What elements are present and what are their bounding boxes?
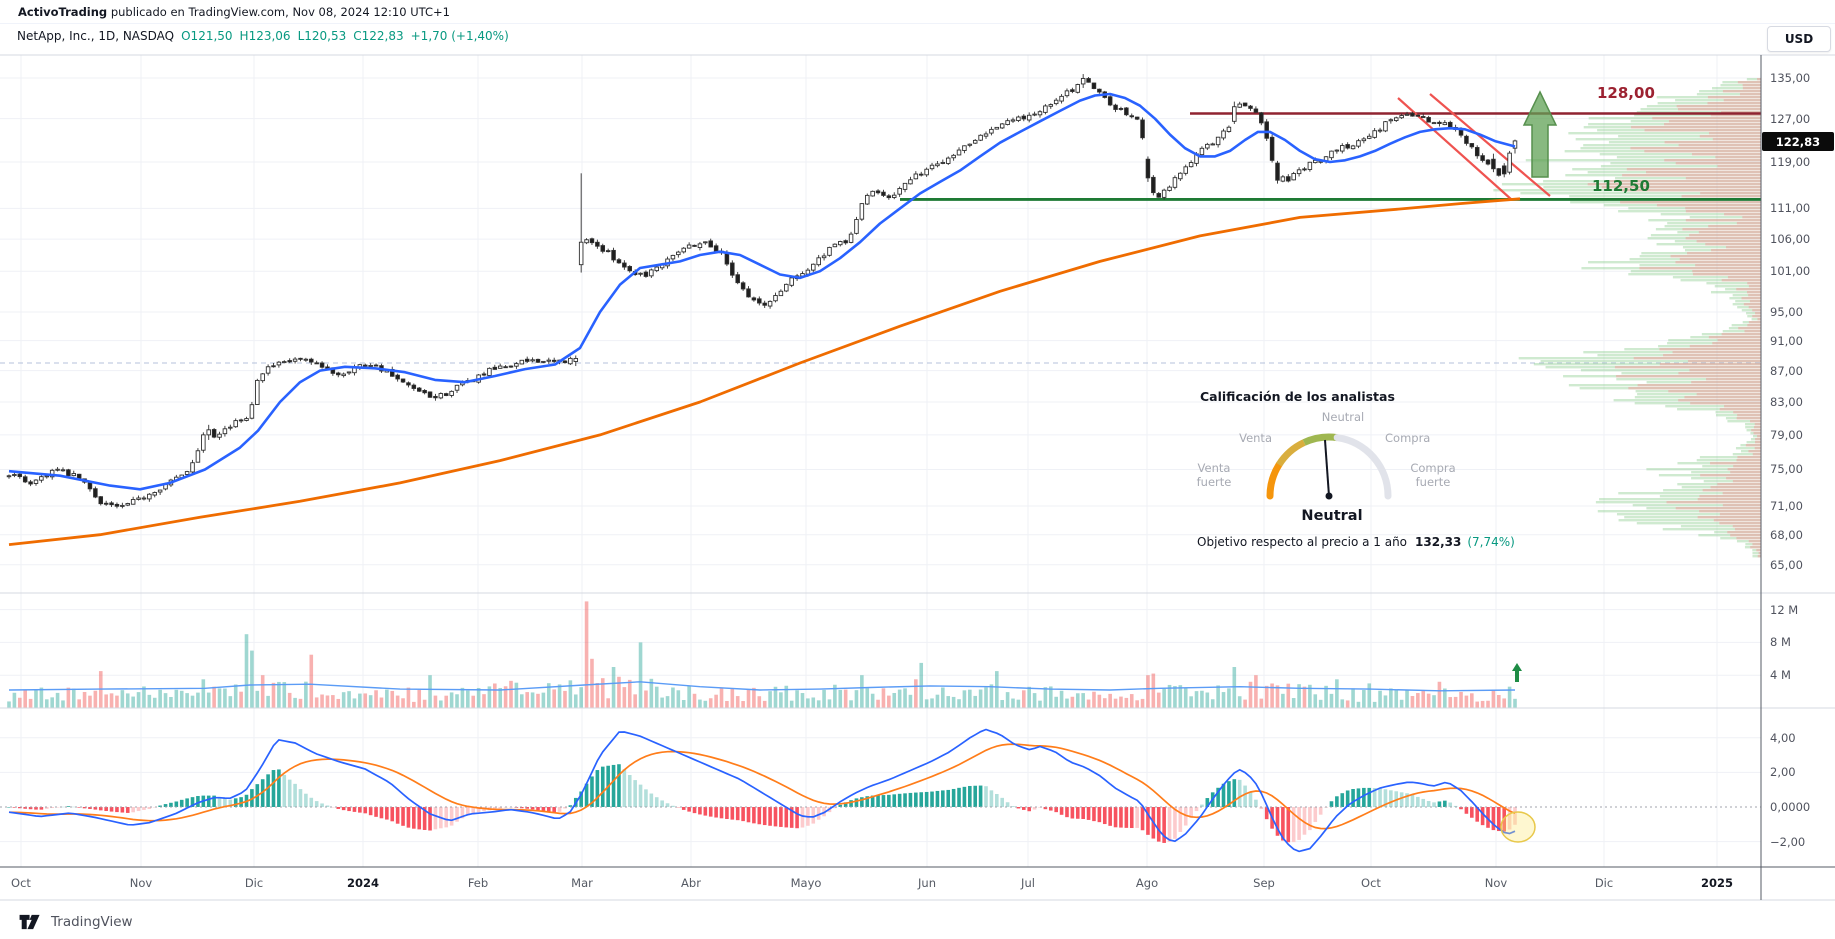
price-change: +1,70 (+1,40%)	[410, 29, 509, 43]
time-axis-label[interactable]: Ago	[1135, 876, 1159, 890]
time-axis-label[interactable]: Sep	[1253, 876, 1275, 890]
widget-title: Calificación de los analistas	[1200, 389, 1395, 404]
symbol-info-row[interactable]: NetApp, Inc., 1D, NASDAQ O121,50 H123,06 L1…	[17, 29, 516, 43]
currency-button[interactable]: USD	[1767, 26, 1831, 52]
price-axis-label: 106,00	[1770, 232, 1811, 247]
volume-axis-label: 4 M	[1770, 668, 1791, 683]
price-target-label: Objetivo respecto al precio a 1 año	[1197, 535, 1408, 549]
gauge-arc-neutral	[1302, 433, 1338, 446]
macd-cross-highlight	[1500, 811, 1536, 843]
volume-axis-label: 8 M	[1770, 635, 1791, 650]
tradingview-icon	[19, 914, 40, 930]
gauge-label-strong-buy: Compra fuerte	[1410, 461, 1456, 489]
time-axis-label[interactable]: Mar	[571, 876, 593, 890]
price-target-row: Objetivo respecto al precio a 1 año 132,3…	[1197, 535, 1515, 549]
gauge-label-sell: Venta	[1239, 431, 1272, 445]
time-axis-label[interactable]: 2024	[346, 876, 380, 890]
resistance-level-label[interactable]: 128,00	[1597, 84, 1655, 102]
tradingview-brand-text: TradingView	[51, 914, 133, 930]
price-axis-label: 71,00	[1770, 498, 1803, 513]
price-axis-label: 75,00	[1770, 462, 1803, 477]
macd-axis-label: 2,00	[1770, 765, 1796, 780]
price-axis-label: 127,00	[1770, 111, 1811, 126]
author-name: ActivoTrading	[18, 5, 108, 19]
price-axis-label: 83,00	[1770, 394, 1803, 409]
price-axis-label: 119,00	[1770, 155, 1811, 170]
gauge-label-buy: Compra	[1385, 431, 1431, 445]
gauge-arc-buy	[1333, 434, 1392, 500]
ohlc-high: H123,06	[239, 29, 291, 43]
price-axis-label: 95,00	[1770, 305, 1803, 320]
gauge-needle	[1324, 439, 1330, 497]
header-divider	[0, 23, 1835, 24]
ma-slow-line	[8, 197, 1521, 546]
volume-ma-line	[8, 681, 1516, 692]
symbol-title[interactable]: NetApp, Inc., 1D, NASDAQ	[17, 29, 175, 43]
time-axis-label[interactable]: Dic	[244, 876, 264, 890]
footer-logo[interactable]: TradingView	[18, 912, 133, 932]
price-axis-label: 111,00	[1770, 201, 1811, 216]
last-price-tag: 122,83	[1762, 132, 1834, 151]
candlestick-series	[6, 74, 1518, 509]
volume-profile	[1493, 78, 1761, 558]
price-axis-label: 65,00	[1770, 557, 1803, 572]
time-axis-label[interactable]: Jul	[1021, 876, 1035, 890]
analyst-rating-widget: Calificación de los analistas Venta Vent…	[1195, 385, 1515, 560]
gauge-arc-sell	[1276, 439, 1306, 467]
time-axis-label[interactable]: Abr	[681, 876, 701, 890]
ohlc-low: L120,53	[297, 29, 347, 43]
up-arrow-annotation	[1522, 90, 1558, 178]
macd-main-line	[8, 728, 1516, 853]
time-axis-label[interactable]: Dic	[1594, 876, 1614, 890]
volume-axis-label: 12 M	[1770, 602, 1799, 617]
gauge-label-neutral: Neutral	[1321, 410, 1365, 424]
ohlc-close: C122,83	[353, 29, 404, 43]
macd-signal-line	[8, 743, 1516, 830]
price-axis-label: 68,00	[1770, 527, 1803, 542]
macd-histogram	[7, 764, 1517, 843]
time-axis-label[interactable]: Oct	[11, 876, 31, 890]
ohlc-open: O121,50	[181, 29, 233, 43]
volume-up-arrow	[1512, 663, 1522, 682]
macd-axis-label: −2,00	[1770, 834, 1806, 849]
gauge-needle-pivot	[1325, 492, 1333, 500]
time-axis-label[interactable]: 2025	[1700, 876, 1734, 890]
price-target-change: (7,74%)	[1467, 535, 1515, 549]
time-axis-label[interactable]: Oct	[1361, 876, 1381, 890]
gauge-label-strong-sell: Venta fuerte	[1196, 461, 1232, 489]
analyst-gauge	[1266, 433, 1392, 500]
support-level-label[interactable]: 112,50	[1592, 177, 1650, 195]
pane-separators	[0, 54, 1835, 901]
price-axis-label: 91,00	[1770, 333, 1803, 348]
price-target-value: 132,33	[1415, 535, 1462, 549]
time-axis-label[interactable]: Nov	[129, 876, 153, 890]
time-axis-label[interactable]: Feb	[467, 876, 489, 890]
price-axis-label: 135,00	[1770, 71, 1811, 85]
grid-lines	[0, 55, 1761, 867]
price-axis-label: 101,00	[1770, 264, 1811, 279]
publish-header: ActivoTrading publicado en TradingView.c…	[18, 5, 450, 19]
analyst-rating-value: Neutral	[1301, 508, 1363, 524]
price-axis-label: 87,00	[1770, 363, 1803, 378]
macd-axis-label: 0,0000	[1770, 800, 1811, 814]
time-axis-label[interactable]: Mayo	[790, 876, 822, 890]
publish-info: publicado en TradingView.com, Nov 08, 20…	[107, 5, 450, 19]
gauge-arc-strong-sell	[1266, 461, 1283, 500]
time-axis-label[interactable]: Nov	[1484, 876, 1508, 890]
volume-series	[7, 601, 1517, 708]
time-axis-label[interactable]: Jun	[918, 876, 936, 890]
price-axis-label: 79,00	[1770, 427, 1803, 442]
macd-axis-label: 4,00	[1770, 730, 1796, 745]
ma-fast-line	[8, 92, 1516, 491]
